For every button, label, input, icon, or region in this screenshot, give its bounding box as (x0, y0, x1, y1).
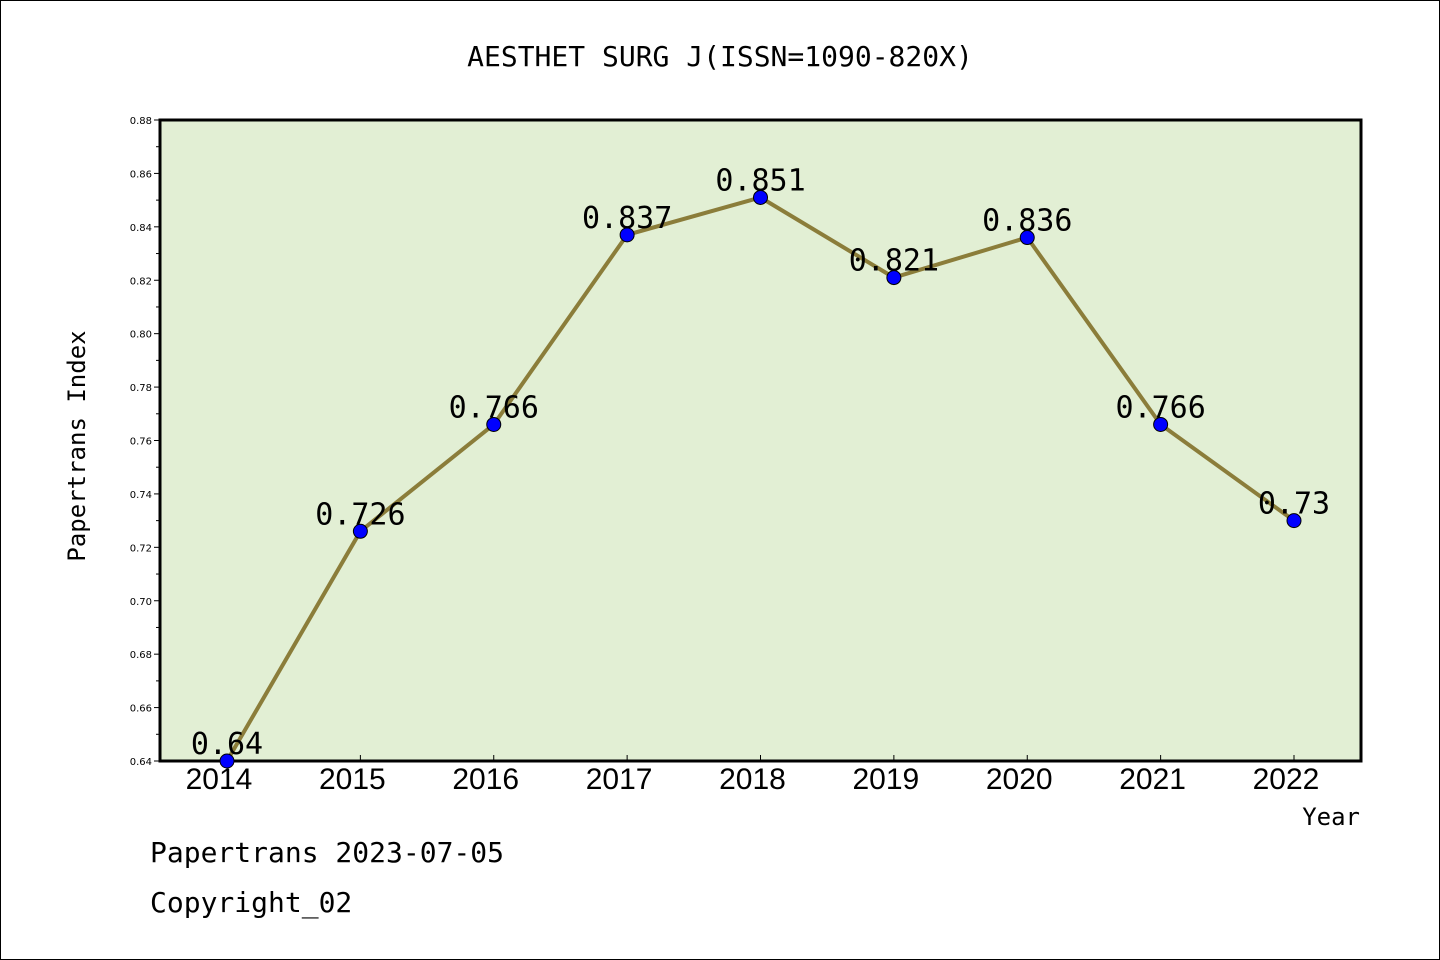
footer-copyright: Copyright_02 (150, 886, 353, 919)
y-tick-label-11: 0.86 (130, 169, 152, 180)
data-label-2014: 0.64 (191, 727, 263, 762)
data-label-2016: 0.766 (449, 390, 539, 425)
data-point-2018 (753, 189, 768, 205)
y-tick-label-7: 0.78 (130, 383, 152, 394)
data-point-2022 (1286, 513, 1302, 529)
y-tick-label-10: 0.84 (130, 223, 152, 234)
data-label-2015: 0.726 (315, 497, 405, 532)
data-label-2017: 0.837 (582, 201, 672, 236)
data-point-2014 (219, 753, 235, 769)
x-tick-label-2014: 2014 (186, 763, 253, 796)
y-tick-label-2: 0.68 (130, 650, 152, 661)
y-axis: 0.64 0.66 0.68 0.70 0.72 0.74 0.76 0.78 0.80 0.82… (130, 116, 160, 768)
y-axis-label: Papertrans Index (63, 330, 91, 561)
x-tick-label-2022: 2022 (1253, 763, 1320, 796)
data-point-2019 (886, 270, 902, 286)
plot-area (158, 118, 1363, 763)
data-point-2021 (1153, 416, 1169, 432)
x-tick-label-2015: 2015 (319, 763, 386, 796)
data-point-2017 (619, 227, 635, 243)
y-tick-label-1: 0.66 (130, 704, 152, 715)
y-tick-label-0: 0.64 (130, 757, 152, 768)
data-label-2021: 0.766 (1115, 390, 1205, 425)
data-point-2015 (352, 523, 368, 539)
data-label-2020: 0.836 (982, 204, 1072, 239)
x-tick-label-2021: 2021 (1119, 763, 1186, 796)
x-tick-label-2020: 2020 (986, 763, 1053, 796)
data-label-2019: 0.821 (849, 244, 939, 279)
x-tick-label-2018: 2018 (719, 763, 786, 796)
data-point-2016 (486, 416, 502, 432)
y-tick-label-12: 0.88 (130, 116, 152, 127)
y-tick-label-5: 0.74 (130, 490, 152, 501)
chart-title: AESTHET SURG J(ISSN=1090-820X) (467, 40, 973, 73)
x-tick-label-2017: 2017 (586, 763, 653, 796)
footer-date: Papertrans 2023-07-05 (150, 836, 505, 869)
x-axis: 2014 2015 2016 2017 2018 2019 2020 2021 2022 (186, 755, 1320, 796)
y-tick-label-9: 0.82 (130, 276, 152, 287)
y-tick-label-6: 0.76 (130, 437, 152, 448)
x-axis-label: Year (1302, 803, 1360, 831)
x-tick-label-2016: 2016 (452, 763, 519, 796)
y-tick-label-3: 0.70 (130, 597, 152, 608)
x-tick-label-2019: 2019 (853, 763, 920, 796)
data-label-2022: 0.73 (1258, 487, 1330, 522)
data-point-2020 (1019, 230, 1035, 246)
data-label-2018: 0.851 (715, 163, 805, 198)
series-group: 0.64 0.726 0.766 0.837 0.851 0.821 0.836 0.766 0… (191, 163, 1330, 769)
y-tick-label-4: 0.72 (130, 543, 152, 554)
y-tick-label-8: 0.80 (130, 330, 152, 341)
